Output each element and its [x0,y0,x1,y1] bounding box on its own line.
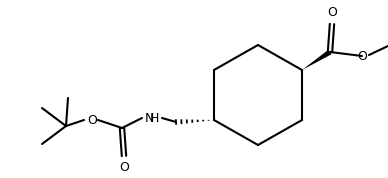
Text: O: O [119,161,129,174]
Text: O: O [327,6,337,19]
Text: N: N [144,111,154,124]
Text: H: H [149,111,159,124]
Polygon shape [302,50,331,70]
Text: O: O [357,49,367,62]
Text: O: O [87,114,97,127]
